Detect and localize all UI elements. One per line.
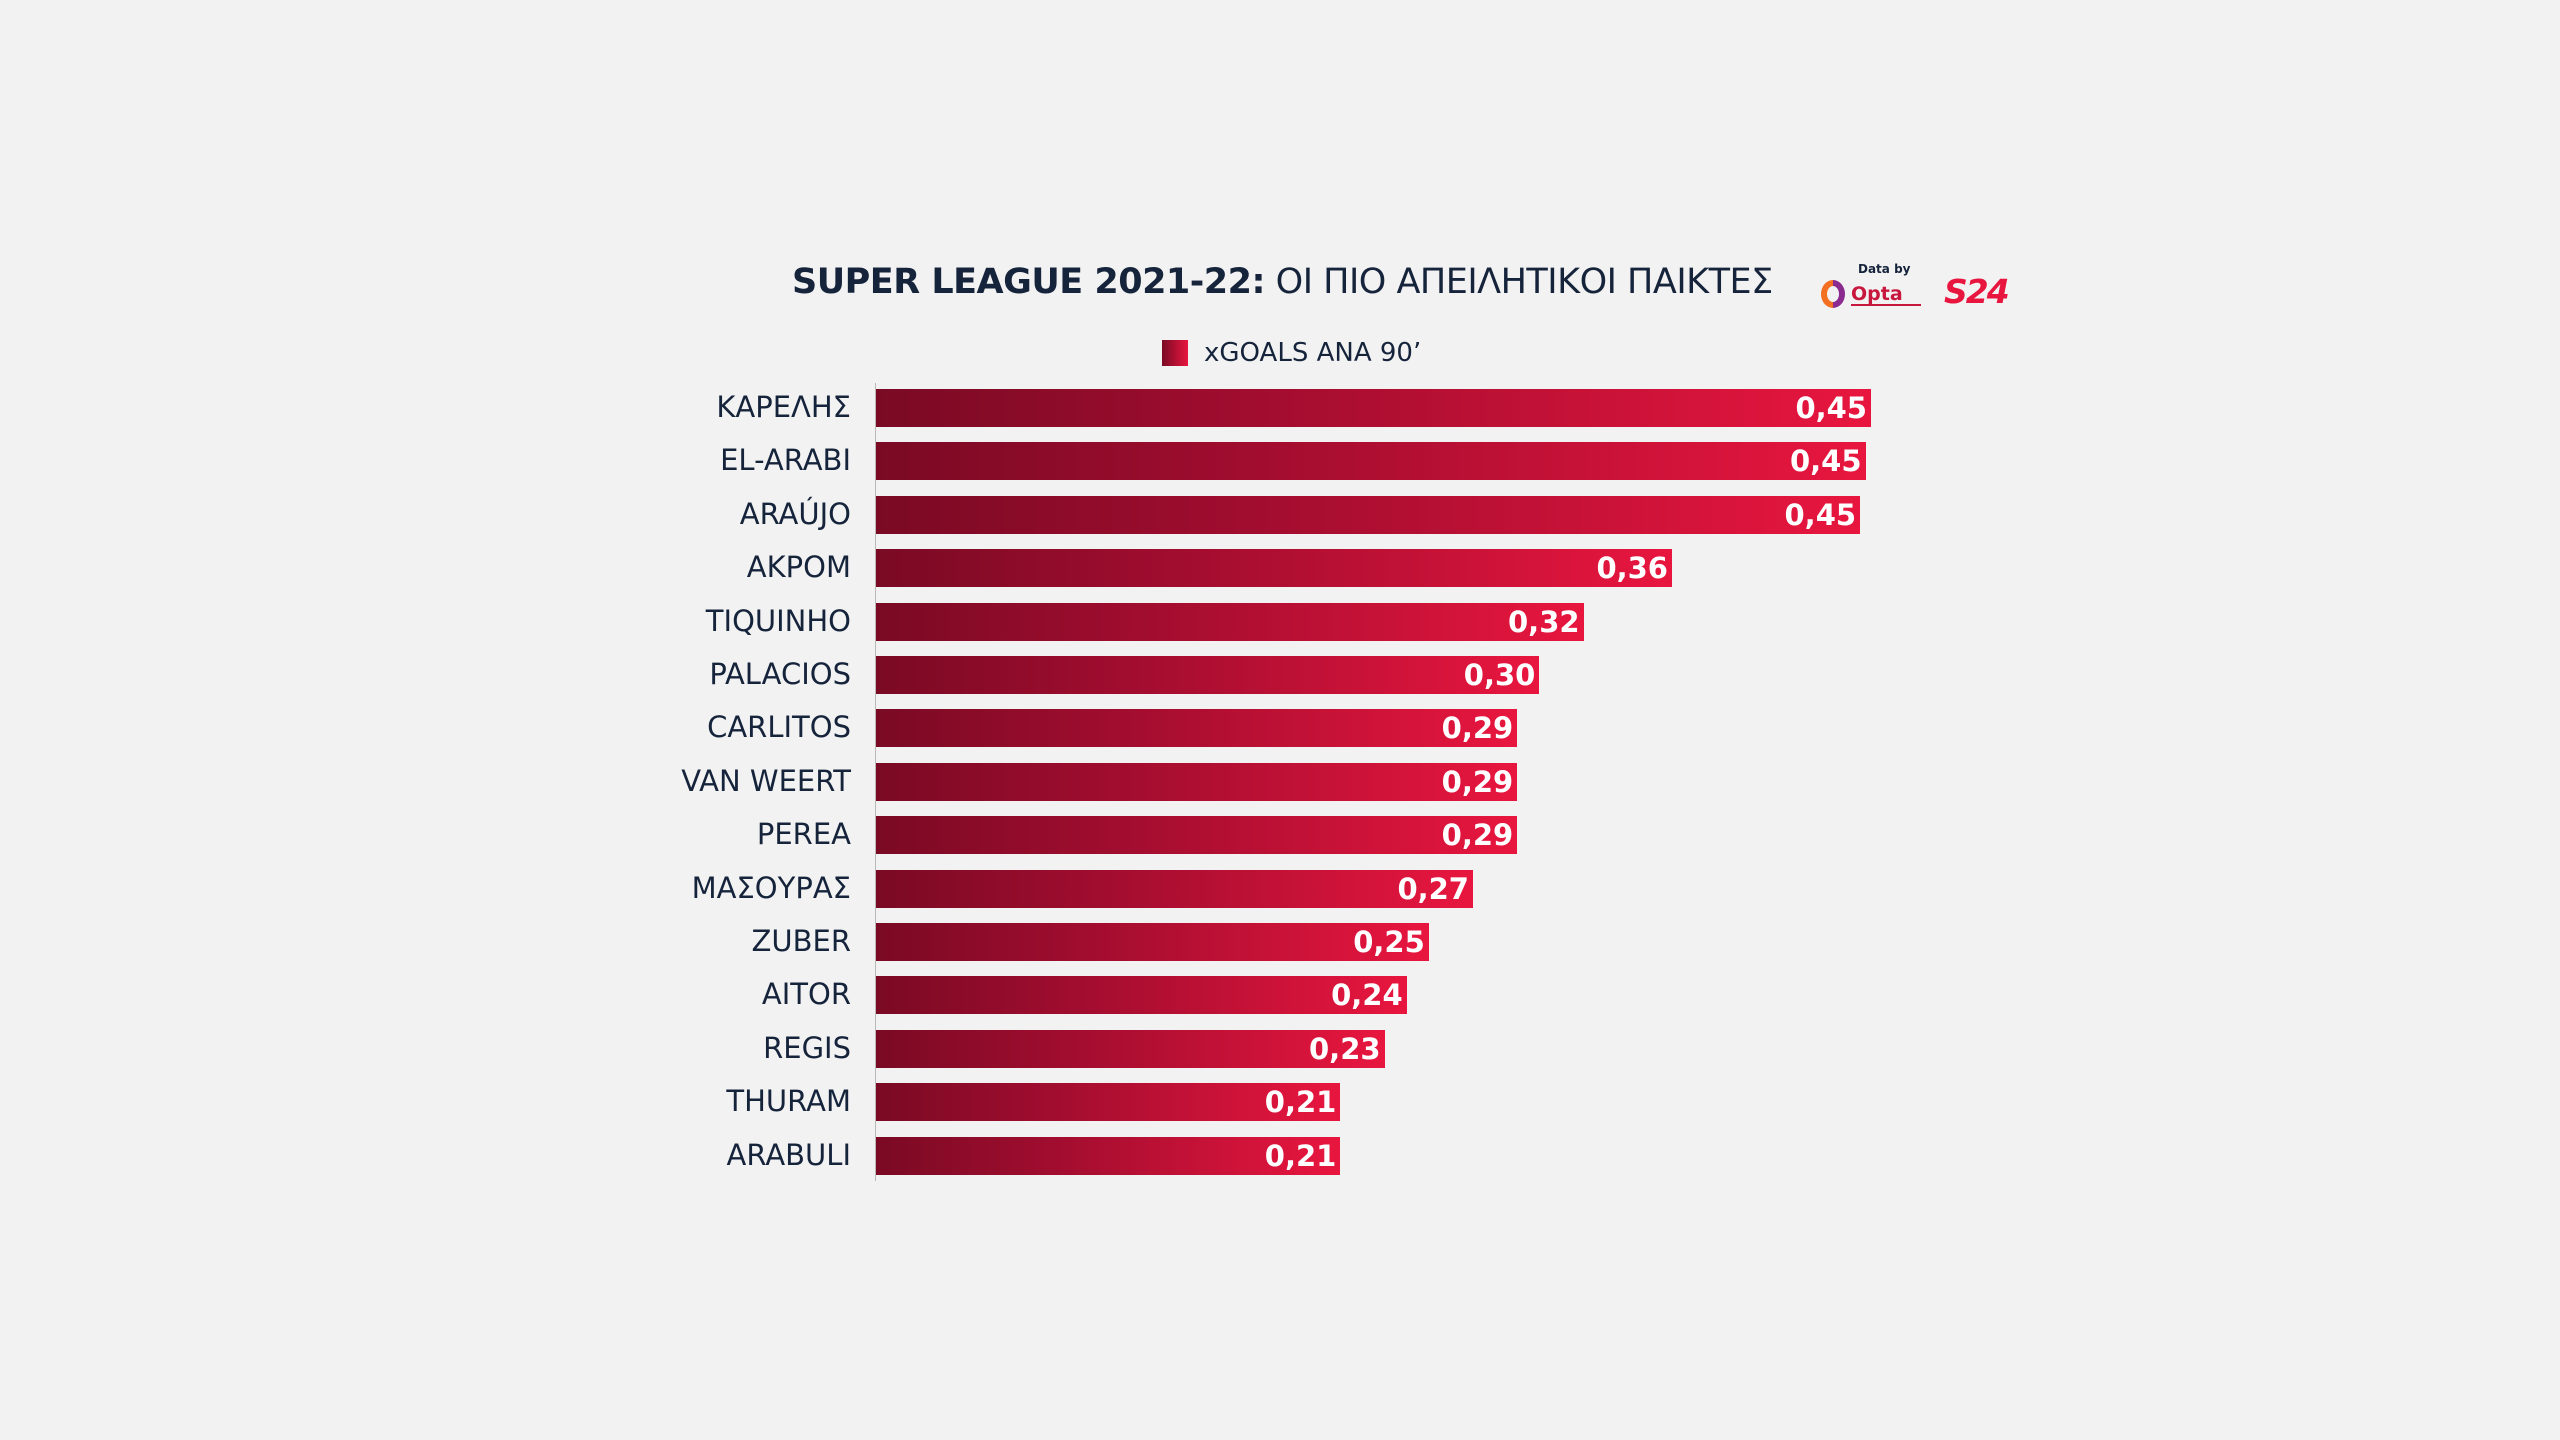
bar: [876, 1029, 1385, 1068]
s24-wordmark: S24: [1944, 272, 2008, 310]
value-label: 0,29: [1441, 764, 1514, 799]
bar: [876, 976, 1407, 1015]
legend-swatch: [1162, 340, 1188, 366]
opta-wordmark: Opta: [1851, 283, 1903, 305]
bar: [876, 656, 1540, 694]
value-label: 0,25: [1353, 925, 1425, 959]
value-label: 0,45: [1795, 391, 1867, 425]
value-label: 0,27: [1397, 871, 1469, 906]
bar: [876, 549, 1672, 588]
y-axis-line: [875, 383, 876, 1181]
category-label: PEREA: [756, 817, 851, 852]
bar: [876, 709, 1518, 748]
value-label: 0,24: [1331, 978, 1403, 1013]
category-label: REGIS: [763, 1030, 851, 1065]
value-label: 0,21: [1264, 1085, 1337, 1120]
value-label: 0,45: [1784, 497, 1857, 532]
bar: [876, 762, 1518, 801]
value-label: 0,23: [1309, 1031, 1381, 1066]
value-label: 0,21: [1264, 1138, 1337, 1173]
category-label: AITOR: [761, 977, 851, 1012]
category-label: ARABULI: [726, 1137, 851, 1172]
bar: [876, 869, 1473, 908]
category-label: ARAÚJO: [739, 496, 851, 531]
bar: [876, 816, 1518, 855]
value-label: 0,36: [1596, 551, 1668, 586]
opta-mark-icon: [1821, 280, 1845, 308]
category-label: EL-ARABI: [720, 443, 851, 478]
bar: [876, 602, 1584, 641]
bar: [876, 389, 1871, 427]
chart-title: SUPER LEAGUE 2021-22: ΟΙ ΠΙΟ ΑΠΕΙΛΗΤΙΚΟΙ…: [792, 262, 1773, 302]
value-label: 0,29: [1441, 711, 1514, 746]
category-label: PALACIOS: [709, 657, 851, 691]
value-label: 0,30: [1463, 658, 1536, 692]
data-by-label: Data by: [1858, 262, 1911, 276]
chart-legend: xGOALS ΑΝΑ 90’: [1162, 338, 1421, 368]
category-label: ZUBER: [751, 924, 851, 958]
category-label: ΑΚΡΟΜ: [746, 550, 851, 585]
category-label: TIQUINHO: [705, 603, 851, 638]
opta-logo: Opta: [1821, 280, 1921, 308]
bar: [876, 442, 1866, 481]
value-label: 0,29: [1441, 818, 1514, 853]
category-label: VAN WEERT: [681, 763, 851, 798]
s24-logo: S24: [1944, 272, 2010, 310]
value-label: 0,45: [1789, 444, 1862, 479]
title-bold-part: SUPER LEAGUE 2021-22:: [792, 262, 1266, 302]
title-light-part: ΟΙ ΠΙΟ ΑΠΕΙΛΗΤΙΚΟΙ ΠΑΙΚΤΕΣ: [1265, 262, 1774, 302]
bar: [876, 923, 1429, 961]
category-label: ΚΑΡΕΛΗΣ: [716, 390, 851, 424]
category-label: CARLITOS: [707, 710, 851, 745]
bar: [876, 495, 1861, 534]
value-label: 0,32: [1508, 604, 1580, 639]
category-label: THURAM: [726, 1084, 851, 1119]
bar: [876, 1136, 1341, 1175]
legend-label: xGOALS ΑΝΑ 90’: [1204, 338, 1422, 368]
category-label: ΜΑΣΟΥΡΑΣ: [691, 870, 851, 905]
bar: [876, 1083, 1341, 1122]
